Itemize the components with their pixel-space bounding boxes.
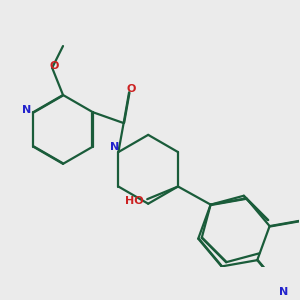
Text: N: N	[279, 287, 288, 297]
Text: HO: HO	[125, 196, 144, 206]
Text: N: N	[22, 105, 31, 116]
Text: N: N	[110, 142, 119, 152]
Text: O: O	[126, 84, 136, 94]
Text: O: O	[49, 61, 58, 71]
